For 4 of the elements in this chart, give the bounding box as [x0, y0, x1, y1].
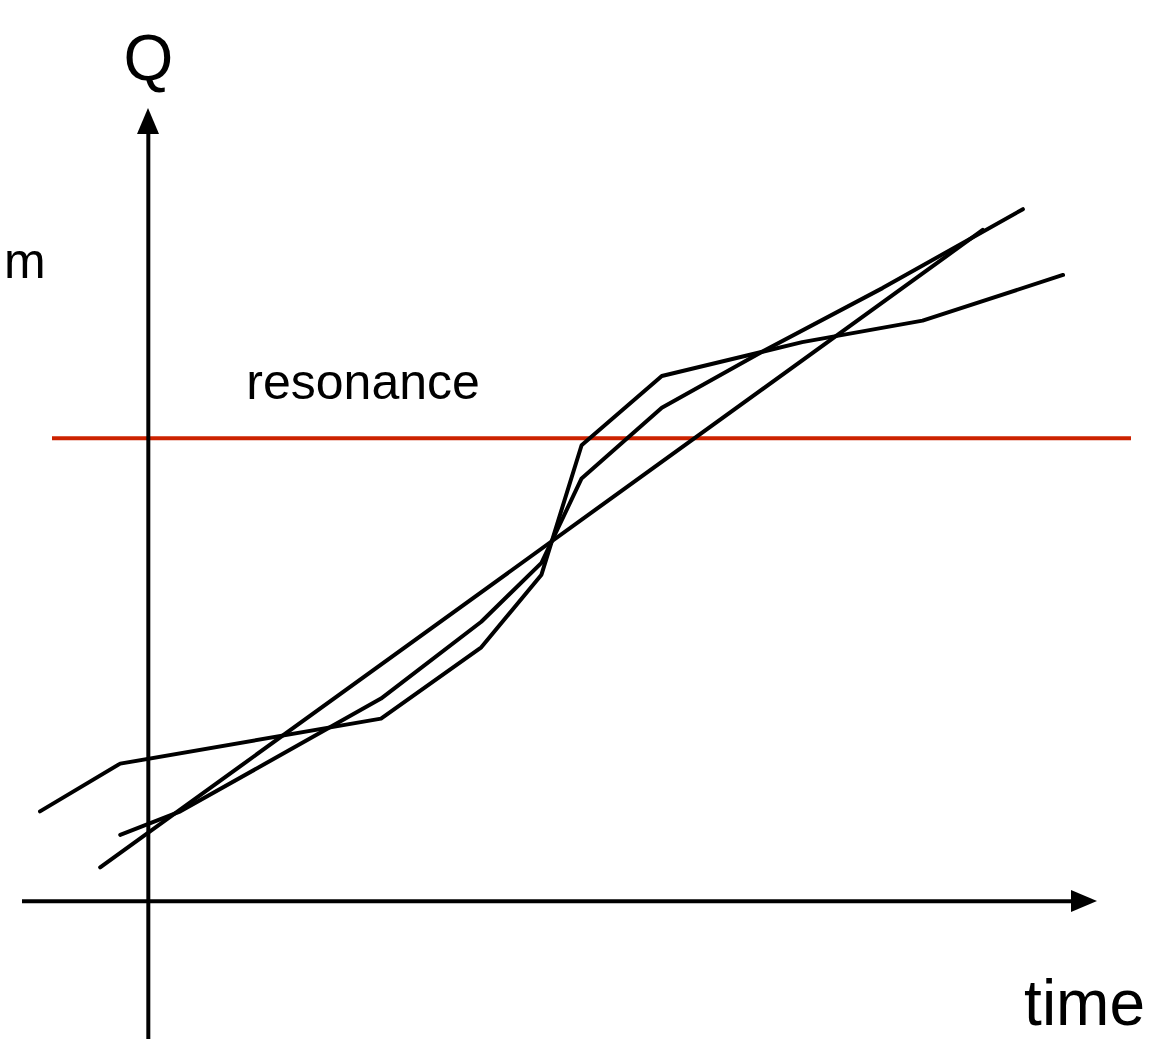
y-axis-title: Q [123, 22, 174, 94]
x-axis-title: time [1024, 967, 1145, 1039]
ref-line-label: resonance [246, 354, 480, 411]
annotation: m [4, 233, 46, 289]
